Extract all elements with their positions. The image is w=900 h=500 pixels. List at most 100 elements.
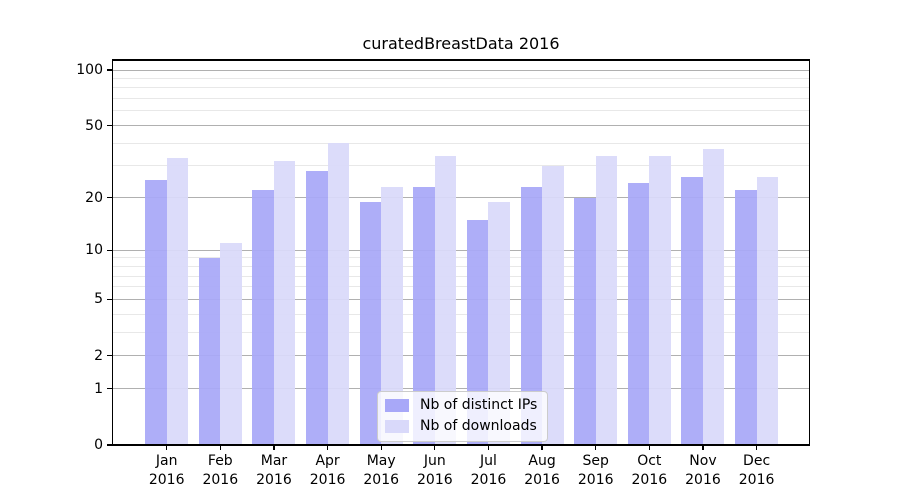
y-gridline-minor-70: [113, 98, 809, 100]
bar-downloads-nov-2016: [702, 149, 725, 445]
x-tick-oct-2016: [648, 445, 650, 450]
y-gridline-major-2: [113, 355, 809, 357]
y-gridline-minor-6: [113, 286, 809, 288]
bar-downloads-may-2016: [381, 186, 403, 445]
x-tick-label-jul-2016: Jul 2016: [443, 452, 533, 490]
y-tick-label-2: 2: [94, 347, 103, 364]
legend-label-distinct-ips: Nb of distinct IPs: [420, 397, 538, 413]
y-tick-1: [107, 388, 113, 390]
x-label-month: May: [366, 452, 396, 469]
bar-distinct-ips-jan-2016: [145, 180, 167, 445]
x-tick-label-feb-2016: Feb 2016: [175, 452, 265, 490]
x-label-year: 2016: [631, 471, 668, 488]
bar-downloads-sep-2016: [595, 156, 618, 445]
bar-distinct-ips-mar-2016: [252, 190, 274, 445]
bar-downloads-jan-2016: [166, 158, 189, 445]
bar-distinct-ips-jul-2016: [466, 219, 489, 445]
plot-border-top: [112, 59, 810, 61]
y-gridline-major-100: [113, 69, 809, 71]
bar-distinct-ips-feb-2016: [198, 257, 221, 445]
x-label-year: 2016: [309, 471, 346, 488]
bar-distinct-ips-apr-2016: [306, 171, 328, 445]
x-label-year: 2016: [202, 471, 239, 488]
x-tick-aug-2016: [541, 445, 543, 450]
y-gridline-minor-80: [113, 87, 809, 89]
x-label-month: Dec: [743, 452, 771, 469]
x-tick-jun-2016: [434, 445, 436, 450]
x-label-month: Jul: [480, 452, 497, 469]
bar-distinct-ips-may-2016: [359, 201, 382, 445]
legend-swatch-downloads: [385, 420, 409, 433]
y-tick-label-100: 100: [76, 62, 103, 78]
plot-area: [113, 60, 809, 445]
legend-item-distinct-ips: Nb of distinct IPs: [385, 397, 537, 414]
legend: Nb of distinct IPs Nb of downloads: [377, 391, 549, 442]
x-tick-label-sep-2016: Sep 2016: [551, 452, 641, 490]
y-gridline-minor-60: [113, 110, 809, 112]
bar-distinct-ips-oct-2016: [627, 183, 650, 445]
y-gridline-minor-4: [113, 313, 809, 315]
x-tick-label-dec-2016: Dec 2016: [712, 452, 802, 490]
y-tick-label-0: 0: [94, 437, 103, 453]
bar-downloads-apr-2016: [327, 143, 350, 445]
y-tick-50: [107, 124, 113, 127]
x-tick-nov-2016: [702, 445, 704, 450]
x-label-month: Jun: [423, 452, 446, 469]
x-label-year: 2016: [577, 471, 614, 488]
x-label-year: 2016: [524, 471, 560, 488]
bar-distinct-ips-nov-2016: [681, 177, 703, 445]
x-label-year: 2016: [256, 471, 292, 488]
legend-swatch-distinct-ips: [385, 399, 409, 412]
y-gridline-minor-7: [113, 275, 809, 277]
x-label-year: 2016: [470, 471, 507, 488]
x-label-year: 2016: [148, 471, 185, 488]
x-tick-label-oct-2016: Oct 2016: [604, 452, 694, 490]
y-gridline-major-1: [113, 388, 809, 390]
x-label-month: Oct: [637, 452, 662, 469]
legend-label-downloads: Nb of downloads: [420, 418, 537, 434]
x-label-month: Sep: [582, 452, 609, 469]
bar-downloads-feb-2016: [220, 243, 242, 445]
x-tick-sep-2016: [595, 445, 597, 450]
x-label-year: 2016: [417, 471, 453, 488]
x-tick-feb-2016: [219, 445, 221, 450]
bar-downloads-aug-2016: [542, 165, 564, 445]
x-tick-label-aug-2016: Aug 2016: [497, 452, 587, 490]
x-label-year: 2016: [738, 471, 775, 488]
bar-distinct-ips-aug-2016: [520, 186, 543, 445]
y-gridline-major-50: [113, 125, 809, 127]
bar-distinct-ips-jun-2016: [413, 186, 435, 445]
bar-downloads-dec-2016: [756, 177, 779, 445]
y-tick-2: [107, 355, 113, 357]
x-tick-label-jan-2016: Jan 2016: [122, 452, 212, 490]
x-label-month: Mar: [260, 452, 288, 469]
x-label-year: 2016: [685, 471, 721, 488]
bar-downloads-jul-2016: [488, 201, 510, 445]
y-tick-100: [107, 69, 113, 71]
y-gridline-major-10: [113, 249, 809, 251]
y-tick-5: [107, 298, 113, 301]
x-label-month: Nov: [689, 452, 717, 469]
x-tick-may-2016: [380, 445, 382, 450]
y-gridline-minor-9: [113, 257, 809, 259]
x-tick-mar-2016: [273, 445, 275, 450]
y-tick-label-1: 1: [94, 380, 103, 397]
y-tick-label-50: 50: [85, 117, 103, 134]
y-gridline-minor-3: [113, 331, 809, 333]
bar-distinct-ips-dec-2016: [735, 190, 757, 445]
x-label-month: Apr: [315, 452, 340, 469]
x-tick-label-may-2016: May 2016: [336, 452, 426, 490]
bar-downloads-oct-2016: [649, 156, 671, 445]
legend-item-downloads: Nb of downloads: [385, 418, 537, 435]
x-label-year: 2016: [363, 471, 400, 488]
y-tick-label-10: 10: [85, 242, 103, 259]
x-axis-line: [112, 444, 810, 446]
y-tick-20: [107, 196, 113, 199]
y-gridline-minor-30: [113, 165, 809, 167]
x-tick-apr-2016: [326, 445, 329, 450]
y-gridline-major-20: [113, 197, 809, 199]
y-gridline-minor-40: [113, 142, 809, 144]
y-gridline-minor-8: [113, 265, 809, 267]
y-tick-label-20: 20: [85, 189, 103, 206]
x-label-month: Aug: [528, 452, 556, 469]
